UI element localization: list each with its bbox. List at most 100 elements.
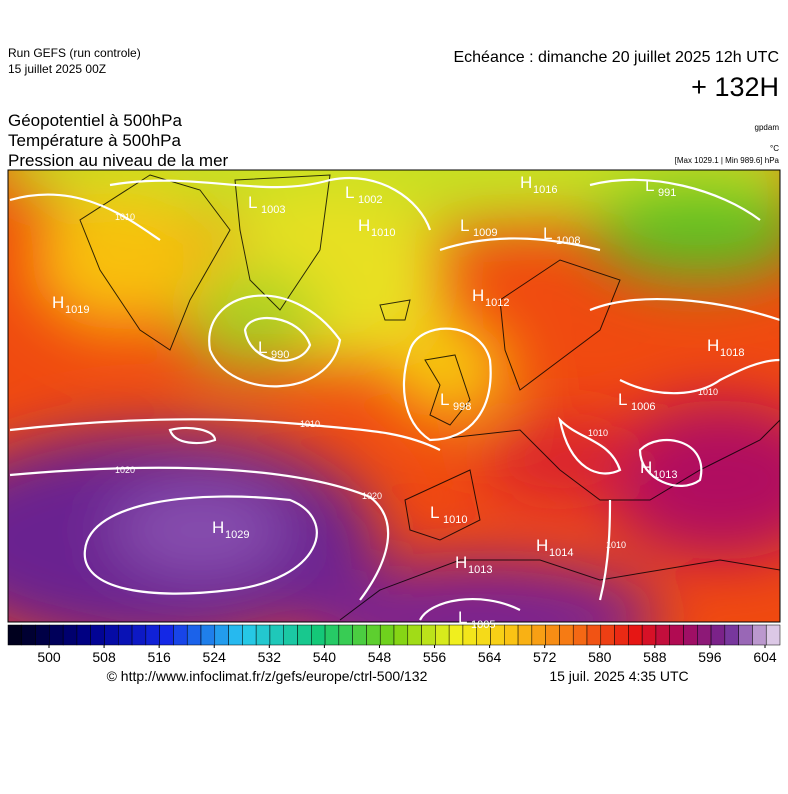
colorbar-label: 540	[313, 649, 337, 665]
colorbar-swatch	[104, 624, 119, 646]
colorbar-swatch	[62, 624, 78, 646]
center-type: L	[440, 390, 449, 409]
colorbar-swatch	[421, 624, 436, 646]
colorbar-swatch	[517, 624, 533, 646]
valid-time: Echéance : dimanche 20 juillet 2025 12h …	[453, 49, 779, 66]
colorbar-label: 572	[533, 649, 557, 665]
colorbar-swatch	[311, 624, 326, 646]
colorbar-swatch	[683, 624, 698, 646]
colorbar-swatch	[545, 624, 560, 646]
center-type: H	[520, 173, 532, 192]
run: Run GEFS (run controle)	[8, 46, 141, 60]
center-value: 1003	[261, 204, 285, 216]
colorbar-label: 500	[37, 649, 61, 665]
colorbar-label: 556	[423, 649, 447, 665]
center-value: 998	[453, 401, 471, 413]
colorbar-swatch	[269, 624, 284, 646]
colorbar-swatch	[531, 624, 546, 646]
colorbar-swatch	[76, 624, 91, 646]
colorbar-swatch	[131, 624, 147, 646]
center-value: 1008	[556, 235, 580, 247]
legend-line: Géopotentiel à 500hPa	[8, 111, 182, 130]
center-value: 1006	[631, 401, 655, 413]
contour-label: 1010	[300, 419, 320, 429]
colorbar-swatch	[393, 624, 409, 646]
colorbar-swatch	[765, 624, 781, 646]
generated: 15 juil. 2025 4:35 UTC	[549, 668, 688, 684]
run-date: 15 juillet 2025 00Z	[8, 62, 106, 76]
colorbar-swatch	[448, 624, 464, 646]
center-type: L	[645, 176, 654, 195]
unit: °C	[770, 144, 779, 153]
extremes: [Max 1029.1 | Min 989.6] hPa	[675, 156, 780, 165]
center-value: 1013	[653, 469, 677, 481]
colorbar-swatch	[738, 624, 753, 646]
center-value: 1016	[533, 184, 557, 196]
colorbar-label: 604	[753, 649, 777, 665]
colorbar-swatch	[145, 624, 160, 646]
center-type: H	[707, 336, 719, 355]
center-value: 1012	[485, 297, 509, 309]
colorbar-swatch	[366, 624, 381, 646]
center-value: 1029	[225, 529, 249, 541]
colorbar-label: 580	[588, 649, 612, 665]
colorbar-label: 532	[258, 649, 282, 665]
colorbar-label: 588	[643, 649, 667, 665]
center-value: 1005	[471, 619, 495, 631]
center-type: H	[455, 553, 467, 572]
colorbar-swatch	[7, 624, 23, 646]
center-value: 1010	[443, 514, 467, 526]
colorbar-swatch	[242, 624, 257, 646]
center-type: L	[430, 503, 439, 522]
colorbar-swatch	[724, 624, 739, 646]
colorbar-label: 524	[203, 649, 227, 665]
colorbar-swatch	[504, 624, 519, 646]
center-value: 1018	[720, 347, 744, 359]
colorbar-swatch	[655, 624, 670, 646]
colorbar-swatch	[572, 624, 588, 646]
center-type: H	[212, 518, 224, 537]
colorbar-label: 516	[147, 649, 171, 665]
colorbar-label: 548	[368, 649, 392, 665]
colorbar-swatch	[186, 624, 202, 646]
colorbar-swatch	[641, 624, 657, 646]
colorbar-swatch	[200, 624, 216, 646]
colorbar-swatch	[600, 624, 615, 646]
unit: gpdam	[755, 123, 780, 132]
colorbar-swatch	[173, 624, 188, 646]
colorbar-swatch	[49, 624, 64, 646]
center-type: L	[618, 390, 627, 409]
colorbar-swatch	[379, 624, 395, 646]
colorbar-swatch	[214, 624, 229, 646]
contour-label: 1010	[588, 428, 608, 438]
colorbar-swatch	[255, 624, 271, 646]
colorbar-swatch	[697, 624, 712, 646]
center-type: H	[640, 458, 652, 477]
center-value: 991	[658, 187, 676, 199]
contour-label: 1020	[115, 465, 135, 475]
colorbar-swatch	[118, 624, 133, 646]
colorbar-swatch	[628, 624, 643, 646]
contour-label: 1010	[698, 387, 718, 397]
contour-label: 1010	[115, 212, 135, 222]
colorbar-label: 508	[92, 649, 116, 665]
colorbar-label: 564	[478, 649, 502, 665]
center-type: L	[258, 338, 267, 357]
center-value: 1014	[549, 547, 573, 559]
center-value: 1010	[371, 227, 395, 239]
legend-line: Température à 500hPa	[8, 131, 181, 150]
center-value: 1019	[65, 304, 89, 316]
contour-label: 1020	[362, 491, 382, 501]
colorbar-swatch	[435, 624, 450, 646]
colorbar-swatch	[35, 624, 50, 646]
center-type: H	[536, 536, 548, 555]
colorbar-swatch	[407, 624, 422, 646]
center-value: 990	[271, 349, 289, 361]
colorbar-swatch	[228, 624, 243, 646]
center-type: L	[345, 183, 354, 202]
colorbar-swatch	[586, 624, 602, 646]
colorbar-swatch	[283, 624, 298, 646]
center-type: H	[472, 286, 484, 305]
center-type: L	[460, 216, 469, 235]
